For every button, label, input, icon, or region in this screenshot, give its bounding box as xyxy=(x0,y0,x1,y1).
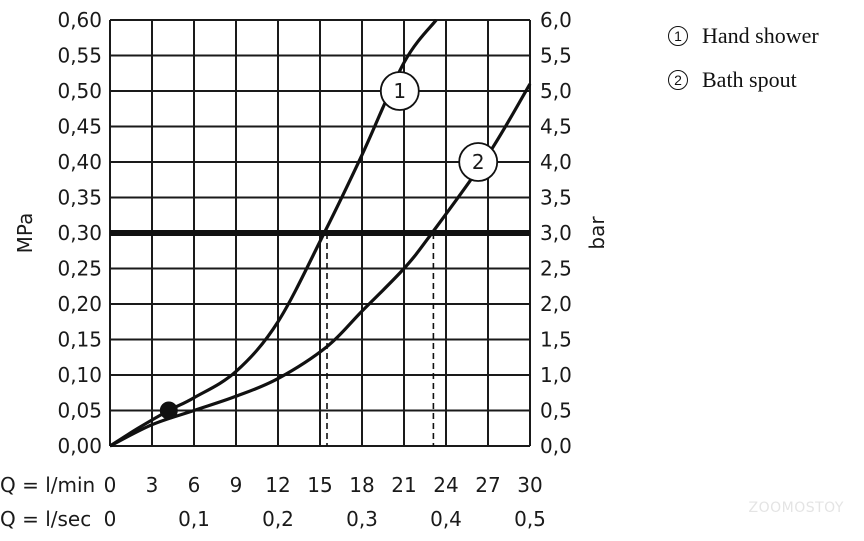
y-right-tick-label: 5,0 xyxy=(540,79,572,103)
x-row2-label: Q = l/sec xyxy=(0,507,91,531)
x-row1-tick-label: 18 xyxy=(349,473,374,497)
series-label-2: 2 xyxy=(472,150,485,174)
y-left-tick-label: 0,10 xyxy=(57,363,102,387)
legend-label-bath-spout: Bath spout xyxy=(702,67,797,92)
y-right-tick-label: 4,0 xyxy=(540,150,572,174)
y-right-tick-label: 5,5 xyxy=(540,44,572,68)
operating-point-marker xyxy=(159,401,178,420)
y-left-tick-label: 0,30 xyxy=(57,221,102,245)
x-row1-tick-label: 9 xyxy=(230,473,243,497)
x-row1-tick-label: 15 xyxy=(307,473,332,497)
y-left-tick-label: 0,50 xyxy=(57,79,102,103)
watermark: ZOOMOSTOY xyxy=(748,500,844,516)
y-right-tick-label: 1,0 xyxy=(540,363,572,387)
x-row2-tick-label: 0 xyxy=(104,507,117,531)
y-left-tick-label: 0,60 xyxy=(57,8,102,32)
legend: 1 Hand shower 2 Bath spout xyxy=(668,14,819,102)
y-right-tick-label: 3,0 xyxy=(540,221,572,245)
y-left-tick-label: 0,40 xyxy=(57,150,102,174)
y-left-tick-label: 0,00 xyxy=(57,434,102,458)
series-label-circle-2 xyxy=(458,142,499,182)
series-line-1 xyxy=(109,19,438,448)
x-row1-tick-label: 27 xyxy=(475,473,500,497)
x-row2-tick-label: 0,2 xyxy=(262,507,294,531)
x-row2-tick-label: 0,1 xyxy=(178,507,210,531)
x-row1-tick-label: 0 xyxy=(104,473,117,497)
legend-number-1: 1 xyxy=(668,26,688,46)
x-row1-tick-label: 12 xyxy=(265,473,290,497)
y-left-axis-label: MPa xyxy=(13,213,37,254)
x-row2-tick-label: 0,4 xyxy=(430,507,462,531)
x-row1-label: Q = l/min xyxy=(0,473,95,497)
legend-label-hand-shower: Hand shower xyxy=(702,23,819,48)
y-right-tick-label: 0,0 xyxy=(540,434,572,458)
y-right-tick-label: 3,5 xyxy=(540,186,572,210)
x-row2-tick-label: 0,3 xyxy=(346,507,378,531)
x-row1-tick-label: 6 xyxy=(188,473,201,497)
y-left-tick-label: 0,35 xyxy=(57,186,102,210)
x-row1-tick-label: 30 xyxy=(517,473,542,497)
legend-item-bath-spout: 2 Bath spout xyxy=(668,58,819,102)
y-right-tick-label: 2,0 xyxy=(540,292,572,316)
y-left-tick-label: 0,05 xyxy=(57,399,102,423)
y-left-tick-label: 0,45 xyxy=(57,115,102,139)
y-right-axis-label: bar xyxy=(585,216,609,250)
series-label-1: 1 xyxy=(393,79,406,103)
y-left-tick-label: 0,20 xyxy=(57,292,102,316)
y-right-tick-label: 0,5 xyxy=(540,399,572,423)
series-label-circle-1 xyxy=(379,71,420,111)
y-right-tick-label: 2,5 xyxy=(540,257,572,281)
y-right-tick-label: 1,5 xyxy=(540,328,572,352)
x-row1-tick-label: 24 xyxy=(433,473,458,497)
x-row1-tick-label: 3 xyxy=(146,473,159,497)
legend-number-2: 2 xyxy=(668,70,688,90)
legend-item-hand-shower: 1 Hand shower xyxy=(668,14,819,58)
y-left-tick-label: 0,25 xyxy=(57,257,102,281)
y-right-tick-label: 4,5 xyxy=(540,115,572,139)
x-row2-tick-label: 0,5 xyxy=(514,507,546,531)
y-left-tick-label: 0,55 xyxy=(57,44,102,68)
y-left-tick-label: 0,15 xyxy=(57,328,102,352)
x-row1-tick-label: 21 xyxy=(391,473,416,497)
series-line-2 xyxy=(109,83,532,448)
y-right-tick-label: 6,0 xyxy=(540,8,572,32)
